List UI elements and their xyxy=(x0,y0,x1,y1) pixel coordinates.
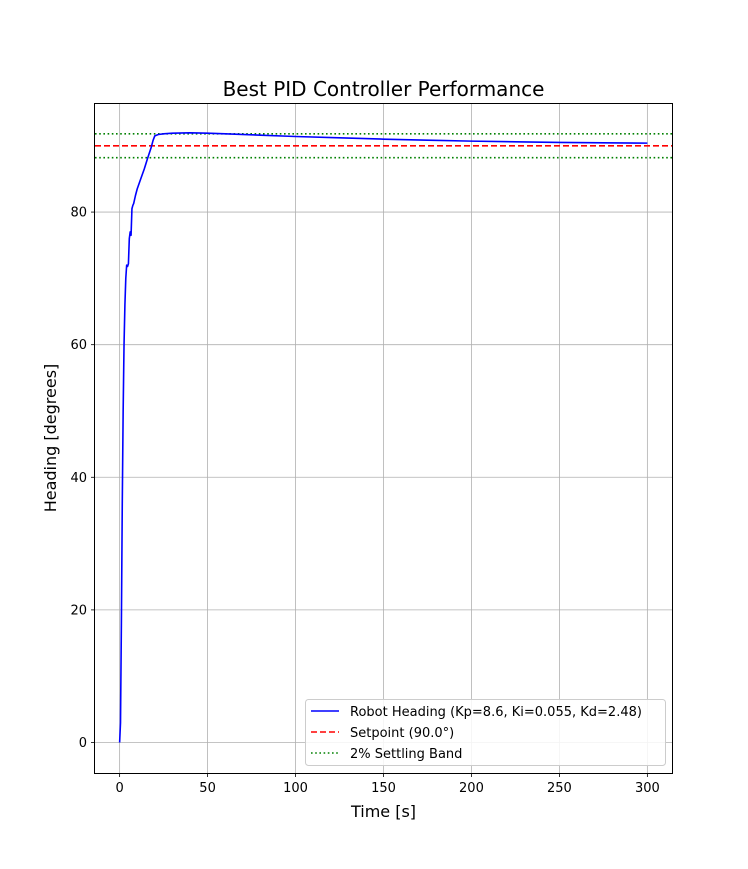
y-tick-label: 60 xyxy=(70,338,87,353)
x-tick-label: 250 xyxy=(547,781,572,796)
data-layer xyxy=(95,132,672,743)
x-tick-label: 0 xyxy=(115,781,123,796)
legend-label-robot-heading: Robot Heading (Kp=8.6, Ki=0.055, Kd=2.48… xyxy=(350,705,642,720)
x-tick-label: 300 xyxy=(635,781,660,796)
chart-title: Best PID Controller Performance xyxy=(223,77,545,101)
robot-heading-line xyxy=(118,132,648,743)
tick-layer: 0 50 100 150 200 250 300 0 20 40 60 80 xyxy=(70,206,659,796)
y-tick-label: 0 xyxy=(79,736,87,751)
grid-layer xyxy=(95,104,672,773)
legend-label-settling-band: 2% Settling Band xyxy=(350,747,462,762)
legend: Robot Heading (Kp=8.6, Ki=0.055, Kd=2.48… xyxy=(305,699,666,766)
x-axis-label: Time [s] xyxy=(350,802,416,821)
x-tick-label: 100 xyxy=(283,781,308,796)
x-tick-label: 50 xyxy=(199,781,216,796)
y-tick-label: 40 xyxy=(70,471,87,486)
x-tick-label: 200 xyxy=(459,781,484,796)
legend-box xyxy=(305,699,666,766)
y-tick-label: 20 xyxy=(70,603,87,618)
y-axis-label: Heading [degrees] xyxy=(41,364,60,513)
y-tick-label: 80 xyxy=(70,206,87,221)
x-tick-label: 150 xyxy=(371,781,396,796)
legend-label-setpoint: Setpoint (90.0°) xyxy=(350,726,454,741)
